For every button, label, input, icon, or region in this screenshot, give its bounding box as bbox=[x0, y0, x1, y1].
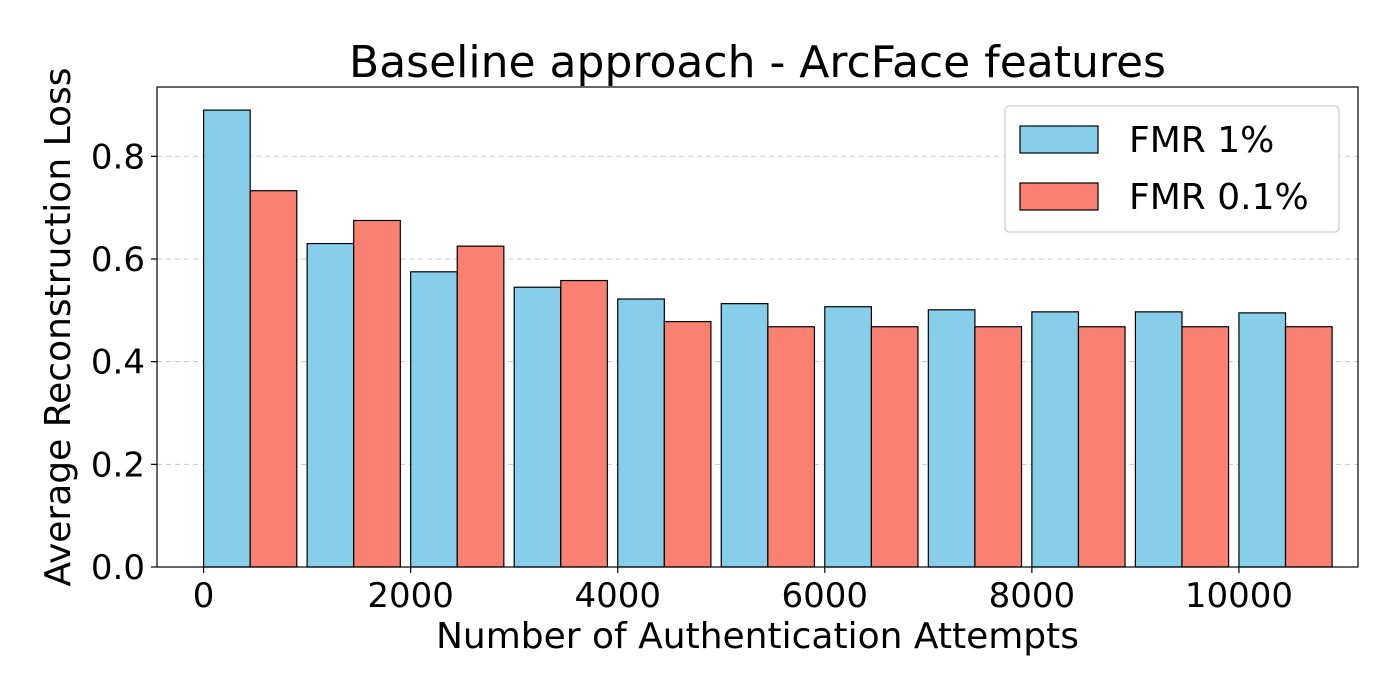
bar-fmr-0-1-1000 bbox=[353, 219, 401, 568]
legend-label-fmr-0-1: FMR 0.1% bbox=[1129, 177, 1309, 218]
x-tick-label: 10000 bbox=[1185, 576, 1293, 616]
bar-fmr-0-1-7000 bbox=[974, 326, 1023, 568]
y-tick-label: 0.0 bbox=[91, 548, 145, 588]
x-axis-label: Number of Authentication Attempts bbox=[436, 616, 1079, 657]
bar-fmr-0-1-5000 bbox=[767, 326, 816, 568]
bar-fmr-0-1-10000 bbox=[1284, 326, 1333, 568]
bar-fmr-1-9000 bbox=[1134, 311, 1183, 568]
y-tick-label: 0.6 bbox=[91, 240, 145, 280]
bar-fmr-0-1-6000 bbox=[870, 326, 919, 568]
bar-fmr-1-5000 bbox=[720, 303, 769, 568]
x-tick-label: 6000 bbox=[782, 576, 869, 616]
x-tick-label: 0 bbox=[193, 576, 215, 616]
bar-fmr-1-0 bbox=[202, 109, 251, 568]
y-axis-label: Average Reconstruction Loss bbox=[38, 67, 79, 586]
bar-fmr-1-3000 bbox=[513, 286, 562, 568]
bar-fmr-1-1000 bbox=[306, 242, 355, 568]
bar-fmr-0-1-4000 bbox=[663, 321, 712, 568]
legend-label-fmr-1: FMR 1% bbox=[1129, 120, 1274, 161]
legend-swatch-fmr-1 bbox=[1019, 125, 1099, 154]
y-tick-label: 0.4 bbox=[91, 343, 145, 383]
bar-fmr-1-2000 bbox=[410, 271, 458, 568]
x-tick-label: 8000 bbox=[989, 576, 1076, 616]
bar-fmr-1-10000 bbox=[1238, 312, 1287, 568]
bar-fmr-0-1-2000 bbox=[456, 245, 505, 568]
y-axis-ticks: 0.0 0.2 0.4 0.6 0.8 bbox=[91, 137, 157, 588]
bar-fmr-0-1-9000 bbox=[1181, 326, 1230, 568]
bar-fmr-1-8000 bbox=[1031, 311, 1080, 568]
bars bbox=[202, 109, 1333, 568]
legend: FMR 1% FMR 0.1% bbox=[1004, 105, 1340, 233]
bar-fmr-0-1-8000 bbox=[1077, 326, 1126, 568]
bar-fmr-0-1-3000 bbox=[560, 279, 608, 568]
legend-swatch-fmr-0-1 bbox=[1019, 182, 1099, 211]
x-tick-label: 4000 bbox=[574, 576, 661, 616]
y-tick-label: 0.8 bbox=[91, 137, 145, 177]
bar-fmr-1-7000 bbox=[927, 309, 976, 568]
bar-fmr-1-6000 bbox=[824, 306, 872, 568]
x-tick-label: 2000 bbox=[367, 576, 454, 616]
bar-fmr-0-1-0 bbox=[249, 190, 298, 568]
x-axis-ticks: 0 2000 4000 6000 8000 10000 bbox=[193, 567, 1293, 616]
chart-title: Baseline approach - ArcFace features bbox=[349, 37, 1166, 88]
plot-frame bbox=[156, 86, 1359, 568]
y-tick-label: 0.2 bbox=[91, 445, 145, 485]
bar-fmr-1-4000 bbox=[617, 298, 665, 568]
